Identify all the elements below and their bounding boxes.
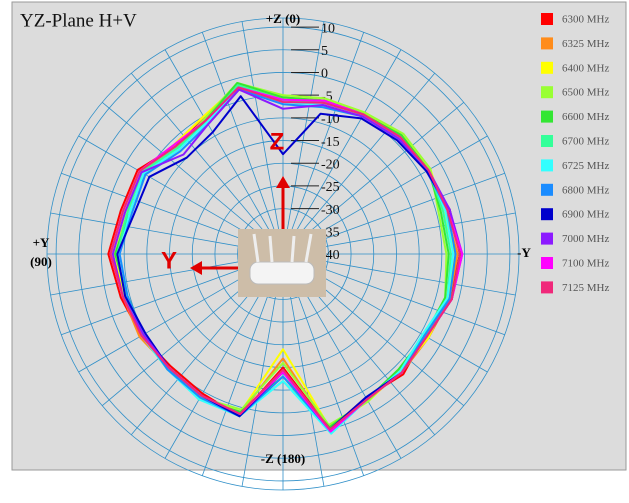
spoke [282,21,325,255]
legend-swatch [541,110,553,123]
legend-label: 6900 MHz [562,209,609,221]
legend-swatch [541,86,553,99]
angle-label: -Z (180) [261,451,305,466]
r-tick-label: 0 [321,67,328,82]
legend-swatch [541,281,553,294]
legend-label: 6725 MHz [562,160,609,172]
legend-swatch [541,257,553,269]
legend-swatch [541,135,553,147]
spoke [201,32,284,255]
ring [55,26,511,482]
legend-swatch [541,183,553,196]
spoke [282,72,436,255]
chart-title: YZ-Plane H+V [20,10,137,31]
ring [78,49,488,459]
spoke [282,32,365,255]
annotation: Y [161,247,177,274]
legend-label: 6600 MHz [562,111,609,123]
legend-swatch [541,208,553,221]
annotation: Z [270,128,285,155]
series-line [109,86,461,431]
r-tick-label: -5 [321,89,333,104]
angle-label: +Z (0) [266,11,301,26]
legend-label: 6300 MHz [562,14,609,26]
spoke [282,49,402,255]
legend-label: 6800 MHz [562,184,609,196]
ring [191,162,375,346]
angle-label: +Y [33,235,50,250]
legend-swatch [541,159,553,172]
device-photo [238,229,326,297]
r-tick-label: -25 [321,180,340,195]
spoke [130,72,284,255]
r-tick-label: 5 [321,44,328,59]
legend-swatch [541,61,553,74]
angle-label: -Y [517,245,531,260]
legend-label: 7100 MHz [562,258,609,270]
r-tick-label: -30 [321,203,340,218]
legend-swatch [541,37,553,50]
legend-label: 6325 MHz [562,38,609,50]
angle-label: (90) [30,254,52,269]
ring [101,72,465,436]
r-tick-label: -20 [321,157,340,172]
r-tick-label: 10 [321,21,335,36]
r-tick-label: -15 [321,135,340,150]
legend-label: 7125 MHz [562,282,609,294]
legend-swatch [541,232,553,245]
legend-label: 6700 MHz [562,136,609,148]
axis-arrows [190,176,290,275]
ring [146,117,420,391]
legend-label: 6400 MHz [562,62,609,74]
legend-swatch [541,13,553,25]
legend-label: 7000 MHz [562,233,609,245]
spoke [101,101,284,255]
spoke [282,101,465,255]
legend-label: 6500 MHz [562,87,609,99]
spoke [164,49,284,255]
spoke [241,21,284,255]
